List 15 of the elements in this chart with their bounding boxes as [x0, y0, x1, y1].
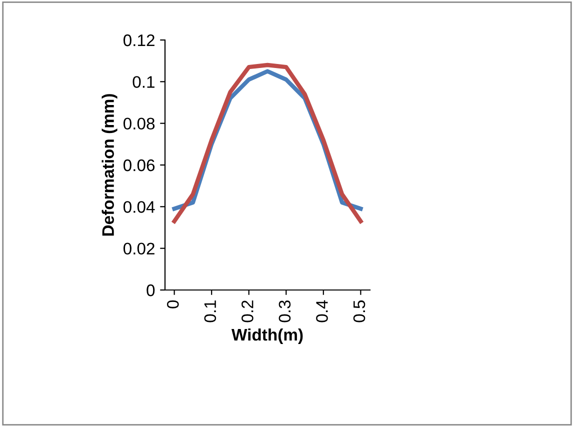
y-tick-label: 0.04 — [123, 201, 155, 213]
y-axis-title: Deformation (mm) — [102, 94, 118, 236]
y-tick-label: 0.1 — [132, 76, 154, 88]
x-tick-label: 0.1 — [204, 300, 216, 322]
x-tick-label: 0.5 — [353, 300, 366, 322]
y-tick-label: 0.06 — [123, 159, 155, 172]
y-tick-label: 0.08 — [123, 118, 155, 130]
y-tick-label: 0.12 — [123, 34, 154, 46]
x-tick-label: 0.2 — [242, 300, 254, 322]
x-axis-title: Width(m) — [231, 328, 303, 344]
y-tick-label: 0 — [146, 284, 155, 296]
x-tick-label: 0.4 — [316, 300, 328, 322]
x-tick-label: 0.3 — [278, 300, 291, 322]
y-tick-label: 0.02 — [123, 242, 154, 255]
x-tick-label: 0 — [166, 300, 179, 308]
